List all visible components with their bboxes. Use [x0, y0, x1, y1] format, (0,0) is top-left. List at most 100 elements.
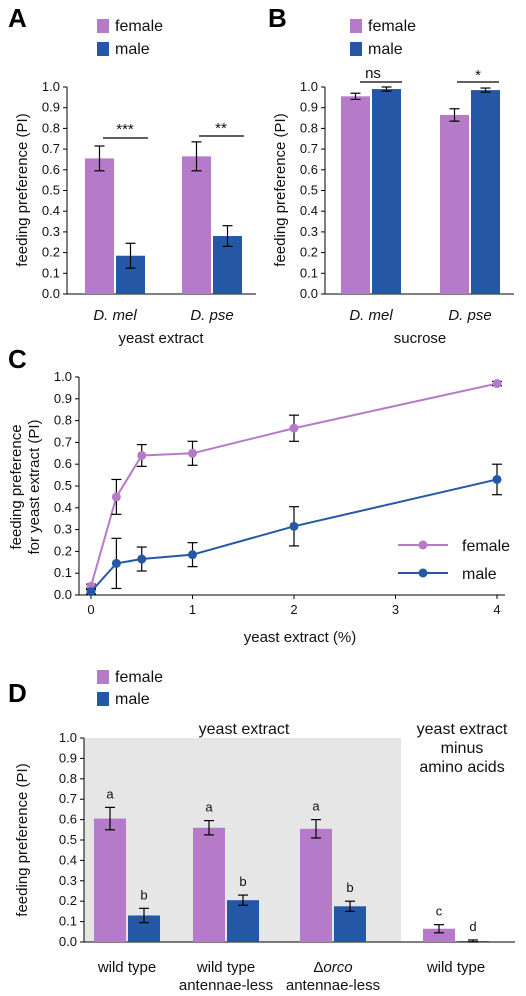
point-c-male-0 [86, 587, 96, 597]
panel-letter-b: B [268, 3, 287, 33]
category-label-d-antennaeless-line1: wild type [196, 959, 255, 976]
y-tick-label-d-10: 1.0 [59, 730, 77, 745]
y-tick-label-b-2: 0.2 [300, 245, 318, 260]
y-tick-label-d-5: 0.5 [59, 832, 77, 847]
y-axis-label-c-line2: for yeast extract (PI) [26, 419, 43, 554]
y-axis-label-c-line1: feeding preference [8, 424, 25, 549]
legend-female-label-c: female [462, 538, 510, 555]
group-label-yeast-extract: yeast extract [199, 721, 290, 738]
point-c-male-1 [111, 558, 121, 568]
y-tick-label-a-5: 0.5 [42, 183, 60, 198]
y-tick-label-b-9: 0.9 [300, 100, 318, 115]
category-label-d-wildtype: wild type [97, 959, 156, 976]
y-tick-label-a-0: 0.0 [42, 286, 60, 301]
point-c-male-3 [188, 550, 197, 560]
point-c-female-2 [137, 450, 147, 460]
panel-letter-a: A [8, 3, 27, 33]
legend-female-label-d: female [115, 669, 163, 686]
category-label-a-dpse: D. pse [190, 307, 233, 324]
y-tick-label-b-10: 1.0 [300, 79, 318, 94]
legend-male-label-c: male [462, 566, 497, 583]
point-c-female-3 [188, 448, 197, 458]
y-tick-label-d-1: 0.1 [59, 914, 77, 929]
group-label-minus-aa-line1: yeast extract [417, 721, 508, 738]
y-axis-label-d: feeding preference (PI) [14, 763, 31, 916]
y-tick-label-b-4: 0.4 [300, 203, 318, 218]
category-label-d-orco-line1: Δorco [313, 959, 352, 976]
letter-label-d-female-1: a [205, 800, 213, 815]
y-tick-label-a-2: 0.2 [42, 245, 60, 260]
y-tick-label-d-0: 0.0 [59, 934, 77, 949]
letter-label-d-male-0: b [140, 887, 147, 902]
category-label-d-orco-line2: antennae-less [286, 977, 380, 994]
x-tick-label-c-3: 3 [392, 602, 399, 617]
category-label-d-antennaeless-line2: antennae-less [179, 977, 273, 994]
bar-d-male-2 [334, 906, 366, 942]
legend-male-marker-c [418, 568, 428, 578]
y-axis-label-a: feeding preference (PI) [14, 113, 31, 266]
y-tick-label-c-3: 0.3 [54, 522, 72, 537]
category-label-b-dmel: D. mel [349, 307, 393, 324]
y-tick-label-b-7: 0.7 [300, 141, 318, 156]
letter-label-d-male-1: b [239, 874, 246, 889]
bar-d-female-3 [423, 928, 455, 942]
bar-b-female-1 [440, 114, 469, 294]
x-tick-label-c-0: 0 [87, 602, 94, 617]
category-label-d-wildtype-minus-aa: wild type [426, 959, 485, 976]
legend-female-swatch-a [97, 19, 109, 33]
group-label-minus-aa-line2: minus [441, 740, 484, 757]
y-tick-label-a-9: 0.9 [42, 100, 60, 115]
y-tick-label-d-4: 0.4 [59, 852, 77, 867]
legend-male-swatch-d [97, 692, 109, 706]
y-tick-label-a-8: 0.8 [42, 120, 60, 135]
point-c-female-4 [289, 423, 299, 433]
y-tick-label-d-8: 0.8 [59, 771, 77, 786]
y-tick-label-b-5: 0.5 [300, 183, 318, 198]
bar-b-male-0 [372, 89, 401, 294]
significance-label-b-dmel: ns [365, 65, 381, 82]
chart-marks: 0.0 0.1 0.2 0.3 0.4 0.5 0.6 0.7 0.8 0.9 1.0 0.0 0.1 0… [42, 79, 502, 949]
legend-male-swatch-a [97, 42, 109, 56]
legend-male-label-a: male [115, 41, 150, 58]
x-tick-label-c-1: 1 [189, 602, 196, 617]
y-axis-label-b: feeding preference (PI) [272, 113, 289, 266]
bar-b-female-0 [341, 96, 370, 294]
legend-female-swatch-d [97, 670, 109, 684]
y-tick-label-d-3: 0.3 [59, 873, 77, 888]
y-tick-label-c-5: 0.5 [54, 478, 72, 493]
legend-female-label-b: female [368, 18, 416, 35]
y-tick-label-c-8: 0.8 [54, 413, 72, 428]
y-tick-label-a-4: 0.4 [42, 203, 60, 218]
y-tick-label-b-3: 0.3 [300, 224, 318, 239]
y-tick-label-d-9: 0.9 [59, 750, 77, 765]
bar-a-female-1 [182, 156, 211, 294]
legend-female-swatch-b [350, 19, 362, 33]
legend-male-swatch-b [350, 42, 362, 56]
x-axis-label-b: sucrose [394, 330, 447, 347]
y-tick-label-d-7: 0.7 [59, 791, 77, 806]
y-tick-label-b-6: 0.6 [300, 162, 318, 177]
y-tick-label-c-7: 0.7 [54, 434, 72, 449]
y-tick-label-c-9: 0.9 [54, 391, 72, 406]
y-tick-label-c-6: 0.6 [54, 456, 72, 471]
bar-a-female-0 [85, 158, 114, 294]
point-c-male-2 [137, 554, 147, 564]
y-tick-label-a-7: 0.7 [42, 141, 60, 156]
y-tick-label-a-6: 0.6 [42, 162, 60, 177]
y-tick-label-c-2: 0.2 [54, 543, 72, 558]
point-c-female-1 [111, 492, 121, 502]
bar-d-female-2 [300, 828, 332, 942]
letter-label-d-female-3: c [436, 904, 443, 919]
significance-label-a-dpse: ** [215, 120, 227, 137]
x-tick-label-c-2: 2 [290, 602, 297, 617]
significance-label-a-dmel: *** [116, 121, 134, 138]
y-tick-label-c-4: 0.4 [54, 500, 72, 515]
letter-label-d-male-2: b [346, 880, 353, 895]
y-tick-label-d-2: 0.2 [59, 893, 77, 908]
bar-d-female-0 [94, 818, 126, 942]
letter-label-d-female-2: a [312, 799, 320, 814]
y-tick-label-a-1: 0.1 [42, 265, 60, 280]
bar-b-male-1 [471, 90, 500, 294]
x-tick-label-c-4: 4 [493, 602, 500, 617]
